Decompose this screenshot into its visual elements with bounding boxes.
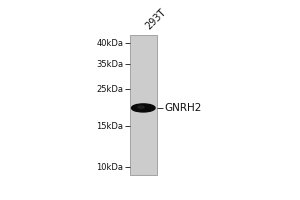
Text: 25kDa: 25kDa [97,85,124,94]
Text: 15kDa: 15kDa [97,122,124,131]
Text: 35kDa: 35kDa [96,60,124,69]
Bar [130,35,157,175]
Ellipse shape [138,106,144,108]
Text: 10kDa: 10kDa [97,163,124,172]
Text: 293T: 293T [144,7,168,31]
Ellipse shape [131,104,155,112]
Ellipse shape [133,108,152,111]
Text: GNRH2: GNRH2 [164,103,202,113]
Text: 40kDa: 40kDa [97,39,124,48]
